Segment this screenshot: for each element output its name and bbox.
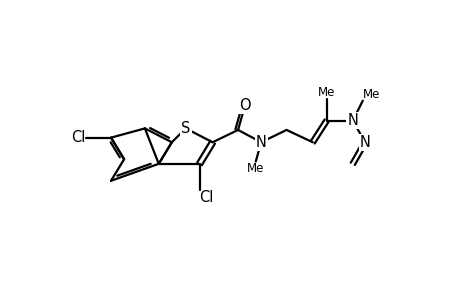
Text: Cl: Cl xyxy=(199,190,213,205)
Text: N: N xyxy=(255,135,266,150)
Text: Me: Me xyxy=(246,161,264,175)
Text: O: O xyxy=(239,98,250,113)
Text: Me: Me xyxy=(317,86,335,99)
Text: S: S xyxy=(181,121,190,136)
Text: N: N xyxy=(347,113,358,128)
Text: Cl: Cl xyxy=(71,130,85,145)
Text: N: N xyxy=(359,135,370,150)
Text: Me: Me xyxy=(362,88,379,101)
